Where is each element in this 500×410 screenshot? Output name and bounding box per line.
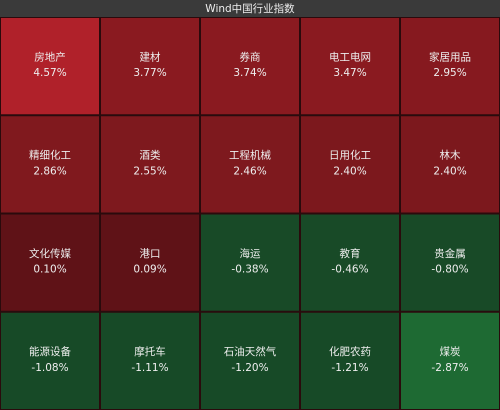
cell	[400, 17, 500, 116]
cell-value: 2.40%	[333, 165, 366, 177]
cell-value: -2.87%	[431, 362, 468, 374]
cell	[300, 115, 400, 214]
cell-value: -0.38%	[231, 264, 268, 276]
cell-value: -1.20%	[231, 362, 268, 374]
cell	[0, 17, 100, 116]
cell-value: 4.57%	[33, 67, 66, 79]
cell-name: 精细化工	[29, 149, 71, 162]
cell	[200, 17, 300, 116]
cell-name: 摩托车	[134, 345, 166, 358]
cell	[200, 213, 300, 312]
cell-name: 化肥农药	[329, 345, 371, 358]
cell-name: 券商	[240, 50, 261, 63]
cell-value: 2.40%	[433, 165, 466, 177]
cell-name: 石油天然气	[224, 345, 277, 358]
cell-name: 贵金属	[434, 247, 466, 260]
cell	[300, 213, 400, 312]
cell	[400, 213, 500, 312]
title-bar	[0, 0, 500, 17]
cell-value: -1.21%	[331, 362, 368, 374]
cell	[0, 311, 100, 410]
cell-value: 3.47%	[333, 67, 366, 79]
cell-value: -1.08%	[31, 362, 68, 374]
cell-name: 煤炭	[440, 345, 461, 358]
cell-name: 林木	[440, 149, 461, 162]
cell-value: 2.46%	[233, 165, 266, 177]
cell	[400, 115, 500, 214]
cell-name: 电工电网	[329, 50, 371, 63]
cell	[200, 311, 300, 410]
cell-name: 能源设备	[29, 345, 71, 358]
cell	[100, 17, 200, 116]
cell-value: 3.77%	[133, 67, 166, 79]
cell-name: 文化传媒	[29, 247, 71, 260]
cell-value: -0.46%	[331, 264, 368, 276]
cell	[300, 311, 400, 410]
cell-value: -1.11%	[131, 362, 168, 374]
cell	[100, 115, 200, 214]
cell-value: 2.55%	[133, 165, 166, 177]
cell-name: 建材	[140, 50, 161, 63]
chart-title: Wind中国行业指数	[205, 2, 295, 15]
cell-name: 酒类	[140, 149, 161, 162]
cell-value: 2.95%	[433, 67, 466, 79]
cell	[200, 115, 300, 214]
cell	[300, 17, 400, 116]
cell	[100, 311, 200, 410]
cell-value: 2.86%	[33, 165, 66, 177]
cell-value: -0.80%	[431, 264, 468, 276]
cell-name: 港口	[140, 248, 161, 260]
cell-name: 工程机械	[229, 149, 271, 162]
cell-value: 3.74%	[233, 67, 266, 79]
cell	[0, 115, 100, 214]
cell-name: 房地产	[34, 50, 66, 63]
cell	[0, 213, 100, 312]
cell-name: 教育	[340, 247, 361, 260]
cell-value: 0.09%	[133, 264, 166, 276]
cell-name: 家居用品	[429, 50, 471, 63]
cell-name: 海运	[240, 247, 261, 260]
cell-name: 日用化工	[329, 149, 371, 162]
cell-value: 0.10%	[33, 264, 66, 276]
cell	[100, 213, 200, 312]
